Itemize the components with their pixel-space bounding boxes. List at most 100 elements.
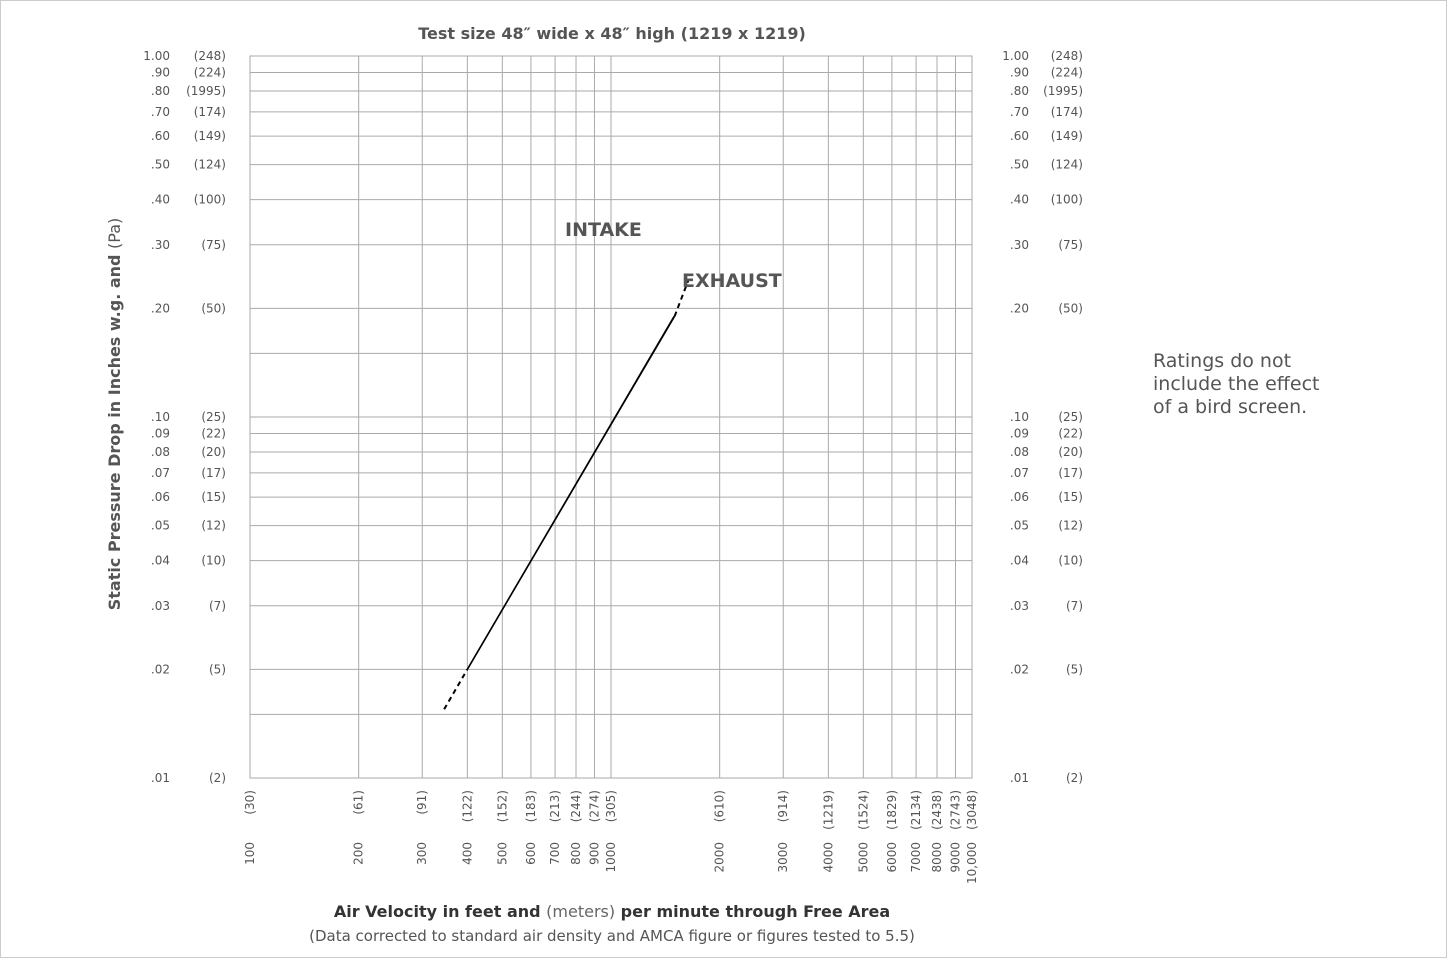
- y-tick-label: .40: [1010, 193, 1029, 207]
- series-line-exhaust: [466, 315, 675, 670]
- y-tick-label-metric: (2): [209, 771, 226, 785]
- x-tick-label-metric: (244): [569, 790, 583, 822]
- x-tick-label-metric: (91): [415, 790, 429, 815]
- y-tick-label: .20: [1010, 301, 1029, 315]
- x-tick-label-metric: (30): [243, 790, 257, 815]
- y-tick-label-metric: (248): [194, 49, 226, 63]
- x-tick-label: 600: [524, 842, 538, 865]
- x-tick-label: 4000: [821, 842, 835, 873]
- y-tick-label: .08: [151, 445, 170, 459]
- y-tick-label: .80: [151, 84, 170, 98]
- x-tick-label: 10,000: [965, 842, 979, 884]
- y-tick-label-metric: (10): [1058, 554, 1083, 568]
- y-tick-label: .50: [151, 158, 170, 172]
- y-tick-label-metric: (10): [201, 554, 226, 568]
- grid-lines: [249, 55, 973, 779]
- y-tick-label: .70: [1010, 105, 1029, 119]
- y-tick-label: .01: [151, 771, 170, 785]
- x-tick-label-metric: (2743): [948, 790, 962, 830]
- y-tick-label-metric: (22): [201, 427, 226, 441]
- y-tick-label-metric: (248): [1051, 49, 1083, 63]
- y-tick-label-metric: (174): [1051, 105, 1083, 119]
- y-tick-label: .90: [1010, 66, 1029, 80]
- y-tick-label-metric: (17): [201, 466, 226, 480]
- x-axis-label-part1: Air Velocity in feet and: [334, 902, 546, 921]
- x-axis-label: Air Velocity in feet and (meters) per mi…: [334, 902, 890, 921]
- y-tick-label-metric: (5): [1066, 662, 1083, 676]
- x-tick-label: 100: [243, 842, 257, 865]
- rating-note-line: of a bird screen.: [1153, 396, 1308, 418]
- x-tick-label-metric: (122): [460, 790, 474, 822]
- x-axis-label-part2: per minute through Free Area: [615, 902, 890, 921]
- y-tick-label-metric: (75): [1058, 238, 1083, 252]
- x-tick-label-metric: (914): [776, 790, 790, 822]
- y-tick-label-metric: (22): [1058, 427, 1083, 441]
- x-tick-label: 200: [352, 842, 366, 865]
- y-tick-label: .03: [1010, 599, 1029, 613]
- x-tick-label: 700: [548, 842, 562, 865]
- y-tick-label: .70: [151, 105, 170, 119]
- x-tick-label-metric: (2134): [909, 790, 923, 830]
- y-tick-label: .60: [1010, 129, 1029, 143]
- rating-note-line: include the effect: [1153, 373, 1320, 395]
- y-tick-label: .50: [1010, 158, 1029, 172]
- rating-note: Ratings do not include the effect of a b…: [1153, 350, 1353, 419]
- x-tick-label: 8000: [930, 842, 944, 873]
- y-tick-label: .04: [151, 554, 170, 568]
- y-tick-label-metric: (149): [194, 129, 226, 143]
- x-tick-label-metric: (213): [548, 790, 562, 822]
- x-tick-labels: (30) 100 (61) 200 (91) 300 (122) 400 (152) 500 (18…: [243, 790, 979, 884]
- y-tick-label-metric: (224): [194, 66, 226, 80]
- y-tick-label-metric: (20): [201, 445, 226, 459]
- y-tick-label-metric: (50): [201, 301, 226, 315]
- y-axis-label: Static Pressure Drop in Inches w.g. and …: [105, 218, 124, 611]
- y-tick-label-metric: (25): [1058, 410, 1083, 424]
- x-tick-label-metric: (183): [524, 790, 538, 822]
- y-tick-label: .07: [151, 466, 170, 480]
- chart-title: Test size 48″ wide x 48″ high (1219 x 12…: [418, 24, 806, 43]
- y-tick-label-metric: (100): [194, 193, 226, 207]
- y-tick-label: .06: [1010, 490, 1029, 504]
- y-tick-label: 1.00: [1002, 49, 1029, 63]
- y-tick-label: .05: [1010, 519, 1029, 533]
- y-tick-label-metric: (1995): [186, 84, 226, 98]
- y-tick-label-metric: (1995): [1043, 84, 1083, 98]
- x-tick-label: 9000: [948, 842, 962, 873]
- y-tick-label-metric: (7): [209, 599, 226, 613]
- y-axis-label-unit: (Pa): [105, 218, 124, 249]
- y-tick-label: .30: [1010, 238, 1029, 252]
- y-tick-label-metric: (174): [194, 105, 226, 119]
- x-tick-label-metric: (1829): [885, 790, 899, 830]
- y-tick-label: 1.00: [143, 49, 170, 63]
- y-tick-label: .05: [151, 519, 170, 533]
- x-axis-label-metric: (meters): [546, 902, 615, 921]
- y-tick-labels: 1.00 (248) 1.00 (248) .90 (224) .90 (224) .80 (19…: [143, 49, 1083, 785]
- y-tick-label: .09: [1010, 427, 1029, 441]
- y-axis-label-main: Static Pressure Drop in Inches w.g. and: [105, 249, 124, 610]
- rating-note-line: Ratings do not: [1153, 350, 1292, 372]
- y-tick-label: .08: [1010, 445, 1029, 459]
- x-tick-label-metric: (152): [495, 790, 509, 822]
- x-tick-label: 6000: [885, 842, 899, 873]
- x-tick-label: 1000: [604, 842, 618, 873]
- plot-area-border: [249, 55, 973, 779]
- x-tick-label: 500: [495, 842, 509, 865]
- x-tick-label-metric: (2438): [930, 790, 944, 830]
- x-tick-label-metric: (610): [713, 790, 727, 822]
- y-tick-label-metric: (124): [1051, 158, 1083, 172]
- x-tick-label: 7000: [909, 842, 923, 873]
- y-tick-label-metric: (50): [1058, 301, 1083, 315]
- x-tick-label: 900: [587, 842, 601, 865]
- y-tick-label: .02: [151, 662, 170, 676]
- y-tick-label: .03: [151, 599, 170, 613]
- x-tick-label: 400: [460, 842, 474, 865]
- y-tick-label: .02: [1010, 662, 1029, 676]
- y-tick-label: .90: [151, 66, 170, 80]
- y-tick-label: .20: [151, 301, 170, 315]
- y-tick-label: .07: [1010, 466, 1029, 480]
- x-tick-label-metric: (3048): [965, 790, 979, 830]
- x-axis-subtitle: (Data corrected to standard air density …: [309, 927, 915, 945]
- x-tick-label: 5000: [856, 842, 870, 873]
- y-tick-label-metric: (17): [1058, 466, 1083, 480]
